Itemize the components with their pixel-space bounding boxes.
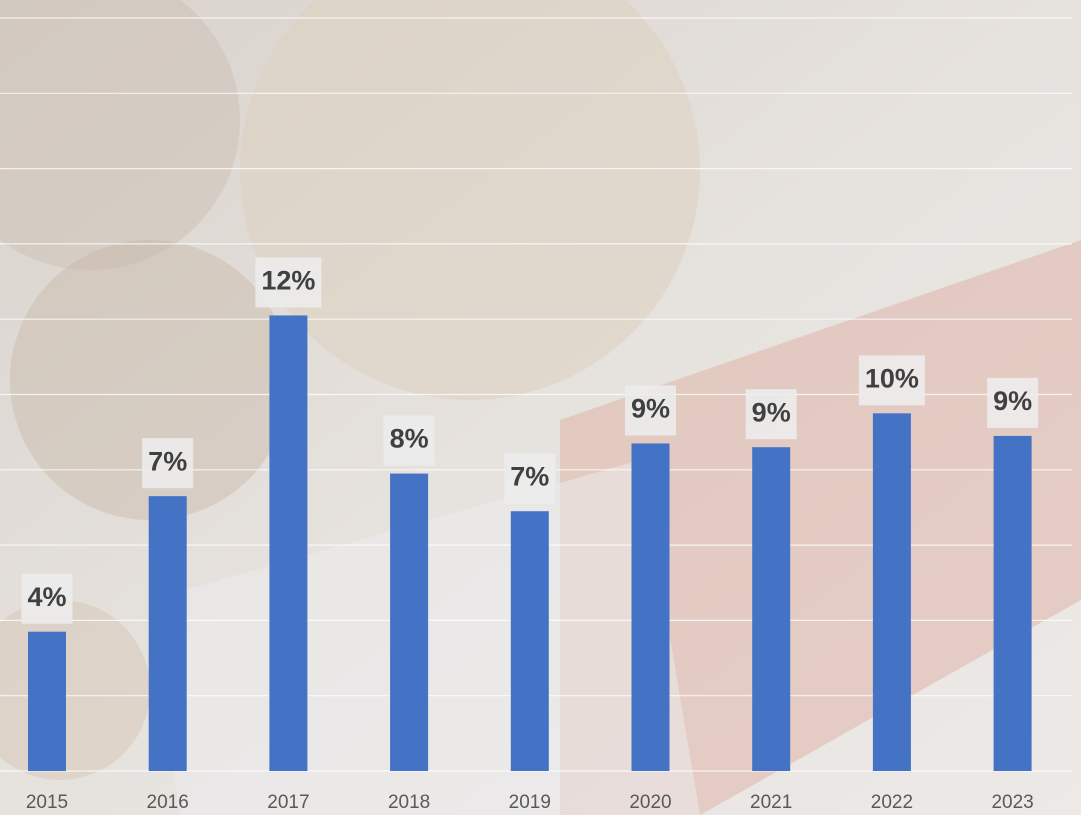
data-label: 4% xyxy=(27,582,66,612)
data-label-box xyxy=(255,257,322,308)
data-label: 9% xyxy=(993,386,1032,416)
data-label-box xyxy=(383,415,435,466)
bar xyxy=(872,413,911,771)
x-tick-label: 2019 xyxy=(509,792,551,813)
x-tick-label: 2022 xyxy=(871,792,913,813)
data-label: 12% xyxy=(261,266,315,296)
bar xyxy=(269,315,308,771)
bar xyxy=(148,496,187,771)
data-label: 8% xyxy=(390,424,429,454)
x-tick-label: 2021 xyxy=(750,792,792,813)
data-label-box xyxy=(504,453,556,504)
bar xyxy=(28,631,66,771)
data-label: 9% xyxy=(752,397,791,427)
x-tick-label: 2020 xyxy=(629,792,671,813)
data-label-box xyxy=(858,355,925,406)
x-tick-label: 2018 xyxy=(388,792,430,813)
data-label: 10% xyxy=(865,363,919,393)
bar xyxy=(390,473,429,771)
x-tick-label: 2017 xyxy=(267,792,309,813)
data-label: 7% xyxy=(148,446,187,476)
bar xyxy=(510,511,549,771)
x-tick-label: 2023 xyxy=(991,792,1033,813)
data-label-box xyxy=(987,377,1039,428)
bar xyxy=(752,447,791,771)
data-label-box xyxy=(21,573,73,624)
x-tick-label: 2015 xyxy=(26,792,68,813)
data-label-box xyxy=(624,385,677,436)
bar xyxy=(631,443,670,771)
data-label-box xyxy=(142,438,194,489)
x-tick-label: 2016 xyxy=(147,792,189,813)
bars: 2015 4% 2016 7% 2017 12% 2018 8% 2019 7% 2020 9% 202… xyxy=(21,257,1039,813)
data-label: 9% xyxy=(631,394,670,424)
bar xyxy=(993,435,1032,771)
data-label: 7% xyxy=(510,461,549,491)
data-label-box xyxy=(745,389,797,440)
